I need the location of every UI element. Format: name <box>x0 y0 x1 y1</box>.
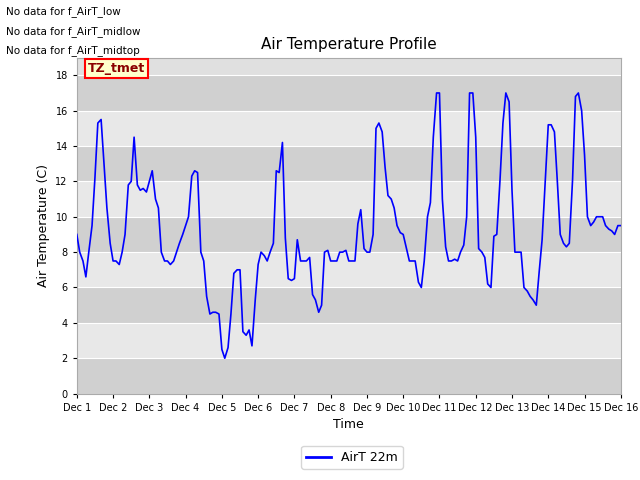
Text: No data for f_AirT_midtop: No data for f_AirT_midtop <box>6 45 140 56</box>
Bar <box>77 288 621 323</box>
Y-axis label: Air Temperature (C): Air Temperature (C) <box>37 164 50 287</box>
Bar <box>77 323 621 358</box>
Bar <box>77 111 621 146</box>
Bar <box>77 75 621 111</box>
X-axis label: Time: Time <box>333 418 364 431</box>
Text: No data for f_AirT_midlow: No data for f_AirT_midlow <box>6 25 141 36</box>
Text: No data for f_AirT_low: No data for f_AirT_low <box>6 6 121 17</box>
Bar <box>77 181 621 217</box>
Title: Air Temperature Profile: Air Temperature Profile <box>261 37 436 52</box>
Bar <box>77 252 621 288</box>
Bar <box>77 146 621 181</box>
Legend: AirT 22m: AirT 22m <box>301 446 403 469</box>
Bar <box>77 217 621 252</box>
Text: TZ_tmet: TZ_tmet <box>88 62 145 75</box>
Bar <box>77 358 621 394</box>
